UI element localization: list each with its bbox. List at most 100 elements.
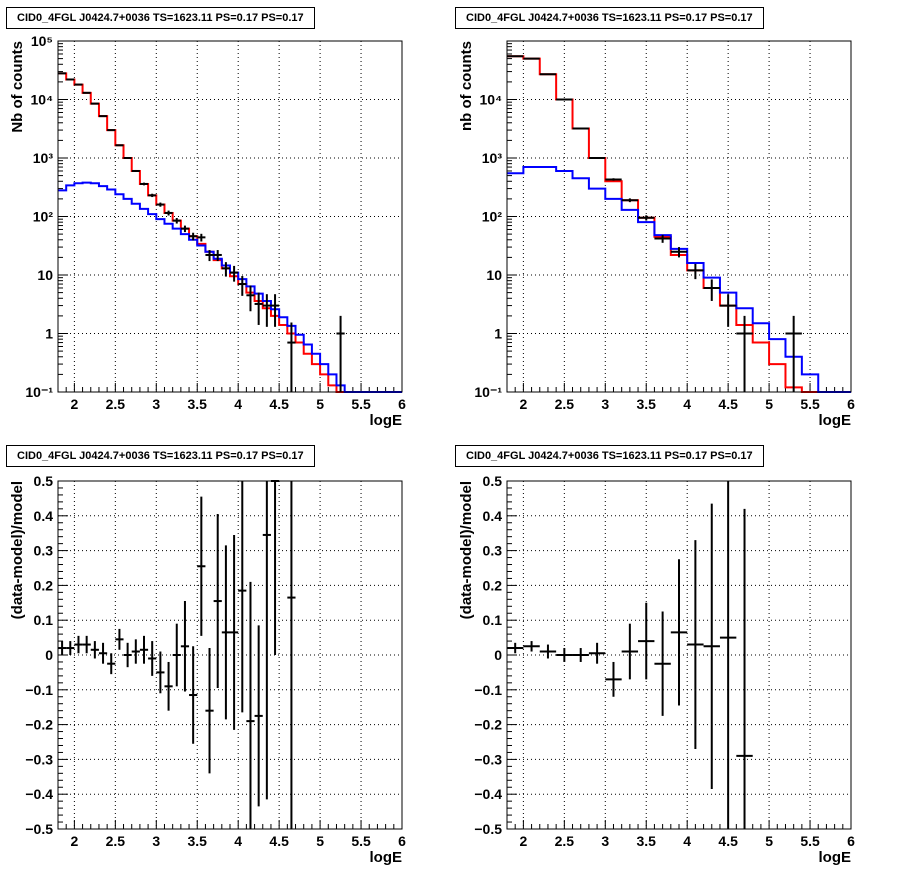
chart-title: CID0_4FGL J0424.7+0036 TS=1623.11 PS=0.1… [6,7,315,29]
data-point [164,661,173,711]
x-tick-label: 2.5 [106,396,126,412]
data-point [336,315,345,392]
x-tick-label: 6 [847,396,855,412]
x-tick-label: 4.5 [718,833,738,849]
x-tick-label: 4 [234,396,242,412]
x-tick-label: 2.5 [555,833,575,849]
y-tick-label: 10³ [482,150,503,166]
y-tick-label: 0.4 [483,508,503,524]
data-point [254,292,263,325]
data-point [82,635,91,654]
data-point [270,480,280,655]
data-point [556,98,573,101]
x-tick-label: 4.5 [269,396,289,412]
data-point [189,232,198,241]
plot-frame [506,40,852,393]
y-tick-label: 10⁻¹ [25,384,53,400]
data-point [230,265,239,282]
y-tick-label: 0.4 [34,508,54,524]
data-point [148,641,157,676]
y-tick-label: −0.5 [25,821,53,837]
y-tick-label: 0.3 [34,543,54,559]
pad-bottom-right: 2 2.5 3 3.5 4 4.5 5 5.5 6 −0.5 −0.4 −0.3 −0.2 −0.1 0 0.… [449,438,898,875]
data-point [189,646,198,744]
data-point [246,581,255,829]
y-tick-label: 0.2 [483,577,503,593]
x-tick-label: 5.5 [800,396,820,412]
y-tick-label: −0.2 [474,717,502,733]
pad-top-left: 2 2.5 3 3.5 4 4.5 5 5.5 6 10⁻¹ 1 10 10² 10³ 10⁴ 10⁵ logE… [0,0,449,438]
data-point [572,648,589,662]
data-series [58,480,296,829]
y-tick-label: 1 [494,326,502,342]
axis-ticks [506,43,852,393]
data-point [605,178,622,181]
data-point [197,496,206,636]
data-point [156,651,165,694]
data-series [507,55,802,392]
histogram-line [507,166,851,393]
data-point [523,641,540,652]
counts-plot-fine: 2 2.5 3 3.5 4 4.5 5 5.5 6 10⁻¹ 1 10 10² 10³ 10⁴ 10⁵ logE… [9,33,406,429]
x-tick-label: 2.5 [555,396,575,412]
data-point [246,285,255,312]
x-tick-label: 5 [765,833,773,849]
data-point [270,294,280,327]
residual-plot-fine: 2 2.5 3 3.5 4 4.5 5 5.5 6 −0.5 −0.4 −0.3 −0.2 −0.1 0 0.… [9,473,406,866]
y-tick-label: 10⁴ [31,92,54,108]
x-tick-label: 5.5 [800,833,820,849]
y-tick-label: 0.3 [483,543,503,559]
histogram-line [507,55,851,393]
data-point [230,534,239,730]
grid [58,480,403,830]
histogram-series [507,55,851,393]
data-point [670,247,688,258]
x-axis-label: logE [370,849,403,866]
x-axis-label: logE [819,849,852,866]
data-point [90,641,99,659]
y-tick-label: 0.5 [483,473,503,489]
x-tick-label: 6 [398,833,406,849]
data-point [654,611,671,716]
x-tick-label: 3.5 [188,396,208,412]
plot-frame [57,40,403,393]
x-tick-label: 3 [152,396,160,412]
x-tick-label: 2 [70,833,78,849]
x-tick-label: 5.5 [351,396,371,412]
data-point [205,648,214,774]
data-point [205,250,214,262]
data-point [238,276,247,296]
x-axis-label: logE [370,412,403,429]
data-point [172,218,181,224]
histogram-line [58,181,402,393]
x-tick-label: 2 [519,833,527,849]
pad-bottom-left: 2 2.5 3 3.5 4 4.5 5 5.5 6 −0.5 −0.4 −0.3 −0.2 −0.1 0 0.… [0,438,449,875]
data-point [180,225,190,233]
data-point [90,102,99,105]
data-point [115,628,124,650]
x-tick-label: 5 [765,396,773,412]
y-tick-label: 10² [33,209,54,225]
x-tick-label: 4.5 [718,396,738,412]
data-point [262,481,271,800]
y-tick-label: 10⁴ [480,92,503,108]
data-point [638,215,655,221]
y-tick-label: 0.2 [34,577,54,593]
plot-frame [57,480,403,830]
chart-title: CID0_4FGL J0424.7+0036 TS=1623.11 PS=0.1… [455,445,764,467]
data-point [172,623,181,687]
data-point [123,642,132,668]
data-point [139,182,149,186]
data-point [66,641,75,655]
chart-title: CID0_4FGL J0424.7+0036 TS=1623.11 PS=0.1… [6,445,315,467]
data-point [588,157,606,159]
axis-ticks [57,43,403,393]
histogram-series [507,166,851,393]
y-tick-label: −0.1 [25,682,53,698]
data-point [670,559,688,706]
data-point [719,294,737,327]
x-tick-label: 5 [316,833,324,849]
y-axis-label: (data-model)/model [458,481,475,619]
data-point [638,602,655,680]
histogram-series [58,181,402,393]
